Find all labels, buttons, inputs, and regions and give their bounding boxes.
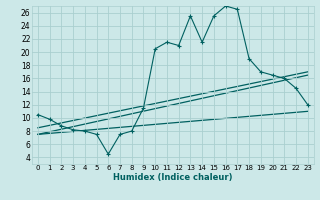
X-axis label: Humidex (Indice chaleur): Humidex (Indice chaleur) <box>113 173 233 182</box>
